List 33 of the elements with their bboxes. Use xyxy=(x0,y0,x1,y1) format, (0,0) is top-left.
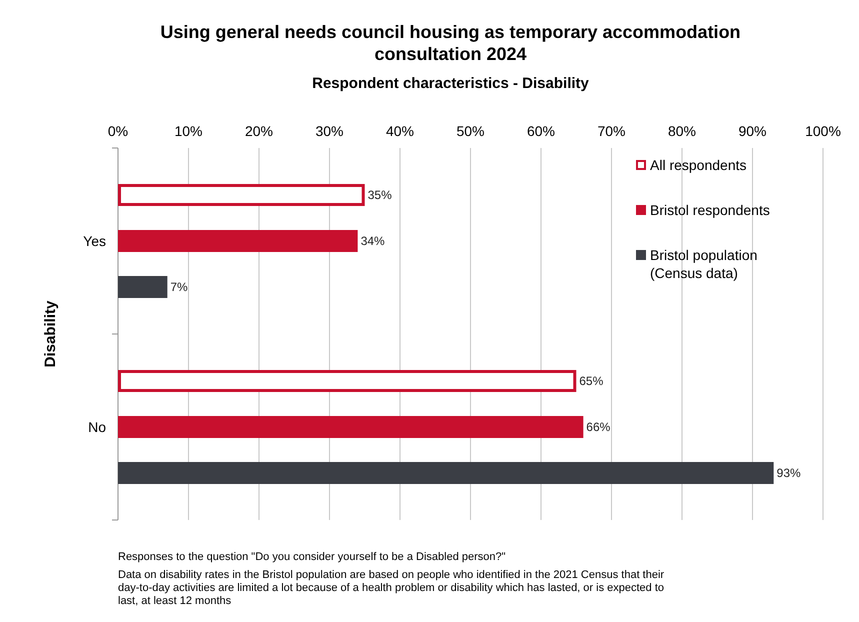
x-tick-label: 0% xyxy=(108,123,128,139)
x-tick-label: 10% xyxy=(174,123,203,139)
y-axis-title: Disability xyxy=(42,300,59,368)
data-label: 65% xyxy=(579,374,604,388)
data-label: 7% xyxy=(170,280,188,294)
data-label: 93% xyxy=(776,466,801,480)
x-tick-label: 50% xyxy=(456,123,485,139)
bar xyxy=(118,230,358,252)
x-tick-label: 70% xyxy=(597,123,626,139)
chart-subtitle: Respondent characteristics - Disability xyxy=(312,75,590,92)
bar xyxy=(118,370,576,392)
x-tick-label: 100% xyxy=(805,123,841,139)
bar xyxy=(118,276,168,298)
x-tick-label: 30% xyxy=(315,123,344,139)
data-label: 34% xyxy=(360,234,386,248)
data-label: 66% xyxy=(586,420,611,434)
legend-label: Bristol respondents xyxy=(650,202,770,218)
x-tick-label: 80% xyxy=(668,123,696,139)
x-tick-label: 90% xyxy=(738,123,767,139)
bar xyxy=(118,184,365,206)
x-tick-label: 60% xyxy=(526,123,556,139)
legend-label: All respondents xyxy=(650,157,747,173)
bar xyxy=(118,416,584,438)
text: Data on disability rates in the Bristol population are based on people who identified in the 2021 Census that their day-to-day activities are limited a lot because of a health problem or disability which has lasted, or is expected to last, at least 12 months xyxy=(118,569,664,607)
bar xyxy=(118,462,774,484)
y-tick-label: No xyxy=(88,419,106,435)
x-tick-label: 40% xyxy=(386,123,414,139)
y-tick-label: Yes xyxy=(83,233,106,249)
legend-label: Bristol population (Census data) xyxy=(650,247,758,281)
text: Responses to the question "Do you consider yourself to be a Disabled person?" xyxy=(118,551,506,563)
x-tick-label: 20% xyxy=(244,123,274,139)
chart-title: Using general needs council housing as temporary accommodation consultation 2024 xyxy=(160,22,741,64)
data-label: 35% xyxy=(368,188,392,202)
